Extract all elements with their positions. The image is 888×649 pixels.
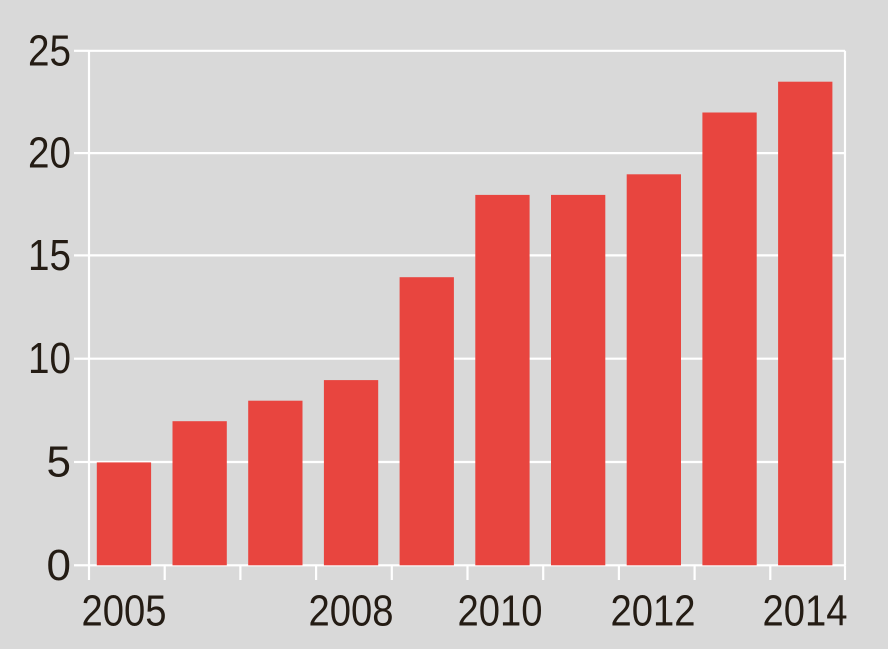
svg-text:5: 5 bbox=[47, 438, 71, 487]
svg-text:20: 20 bbox=[28, 129, 71, 178]
svg-text:10: 10 bbox=[28, 334, 71, 383]
svg-text:2010: 2010 bbox=[458, 587, 543, 636]
svg-text:2005: 2005 bbox=[82, 587, 167, 636]
svg-text:15: 15 bbox=[28, 231, 71, 280]
svg-text:2008: 2008 bbox=[309, 587, 394, 636]
svg-text:2014: 2014 bbox=[763, 587, 848, 636]
svg-text:2012: 2012 bbox=[611, 587, 696, 636]
svg-text:0: 0 bbox=[47, 541, 71, 590]
svg-text:25: 25 bbox=[28, 26, 71, 75]
